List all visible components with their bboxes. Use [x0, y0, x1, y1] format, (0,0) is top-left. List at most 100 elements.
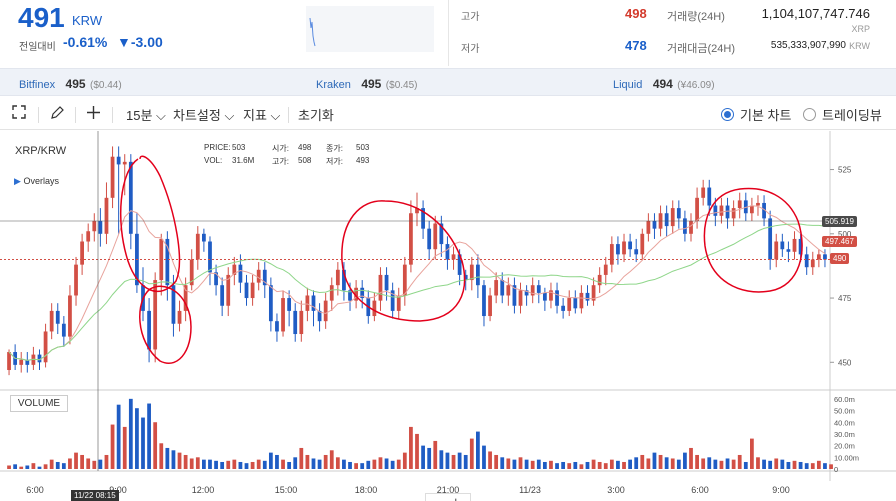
- candle-body: [573, 298, 578, 309]
- volume-bar: [585, 461, 590, 469]
- candle-body: [603, 264, 608, 275]
- volume-bar: [488, 451, 492, 469]
- volume-bar: [287, 461, 292, 469]
- candle-body: [670, 208, 675, 227]
- candle-body: [506, 285, 511, 296]
- volume-bar: [683, 452, 687, 469]
- volume-bar: [536, 459, 541, 469]
- candle-body: [500, 280, 505, 296]
- volume-bar: [244, 463, 249, 469]
- high-info-label: 고가:: [272, 157, 289, 166]
- close-info-label: 종가:: [326, 144, 343, 153]
- volume-bar: [628, 459, 632, 469]
- fullscreen-icon[interactable]: [12, 105, 26, 122]
- volume-bar: [500, 457, 505, 469]
- volume-bar: [743, 461, 748, 469]
- ma-price-badge: 497.467: [822, 236, 857, 247]
- volume-bar: [19, 466, 24, 469]
- candle-body: [762, 202, 766, 219]
- candle-body: [262, 269, 267, 286]
- candle-body: [256, 269, 261, 283]
- amount-value: 535,333,907,990: [770, 40, 846, 51]
- volume-bar: [603, 463, 608, 469]
- candle-body: [421, 208, 425, 229]
- volume-bar: [689, 447, 693, 469]
- candle-body: [579, 292, 584, 309]
- volume-bar: [482, 445, 486, 469]
- volume-bar: [31, 463, 36, 469]
- candle-body: [281, 298, 285, 332]
- crosshair-icon[interactable]: [86, 105, 101, 123]
- candle-body: [689, 220, 693, 234]
- exchange-price-bar: Bitfinex 495 ($0.44) Kraken 495 ($0.45) …: [0, 68, 896, 96]
- candle-body: [287, 298, 292, 311]
- candle-body: [737, 200, 742, 209]
- tradingview-radio[interactable]: [803, 108, 816, 121]
- candle-body: [804, 254, 809, 268]
- chart-settings-dropdown[interactable]: 차트설정 ⌵: [173, 105, 234, 124]
- volume-bar: [128, 398, 133, 469]
- volume-bar: [366, 460, 371, 469]
- volume-bar: [378, 457, 383, 469]
- reset-button[interactable]: 초기화: [298, 108, 334, 123]
- candle-body: [409, 213, 413, 265]
- candle-body: [311, 295, 316, 311]
- exchange-bitfinex[interactable]: Bitfinex 495 ($0.44): [19, 75, 122, 93]
- volume-tick-label: 10.00m: [834, 453, 859, 462]
- pencil-icon[interactable]: [50, 105, 65, 123]
- exchange-kraken[interactable]: Kraken 495 ($0.45): [316, 75, 417, 93]
- candle-body: [329, 285, 334, 301]
- zoom-out-button[interactable]: −: [432, 494, 440, 501]
- candle-body: [427, 228, 432, 250]
- candle-body: [567, 298, 572, 311]
- volume-toggle[interactable]: VOLUME: [10, 395, 68, 412]
- candle-body: [652, 220, 657, 229]
- basic-chart-radio[interactable]: [721, 108, 734, 121]
- candle-body: [360, 287, 365, 299]
- candle-body: [524, 290, 529, 296]
- volume-bar: [713, 459, 718, 469]
- volume-bar: [421, 445, 425, 469]
- candle-body: [646, 220, 651, 234]
- price-tick-label: 525: [838, 166, 852, 175]
- exchange-jpy: (¥46.09): [677, 80, 715, 91]
- volume-bar: [43, 464, 48, 469]
- price-tick-label: 450: [838, 358, 852, 367]
- candle-body: [323, 300, 328, 322]
- open-info-value: 498: [298, 143, 312, 152]
- volume-bar: [183, 454, 188, 469]
- candle-body: [317, 310, 322, 322]
- candle-body: [354, 287, 358, 301]
- volume-bar: [396, 459, 401, 469]
- candle-body: [536, 285, 541, 293]
- volume-bar: [49, 459, 54, 469]
- candle-body: [116, 156, 121, 165]
- basic-chart-label[interactable]: 기본 차트: [740, 108, 792, 123]
- indicators-dropdown[interactable]: 지표 ⌵: [243, 105, 280, 124]
- candle-body: [591, 285, 596, 301]
- candle-body: [396, 295, 401, 311]
- ma-slow-line: [8, 223, 826, 361]
- interval-dropdown[interactable]: 15분 ⌵: [126, 105, 166, 124]
- volume-bar: [476, 431, 480, 469]
- candlestick-chart[interactable]: 450 475 500 525 60.0m 50.0m 40.0m 30.0m 20.0m 10.…: [0, 131, 896, 501]
- volume-bar: [494, 454, 499, 469]
- volume-bar: [409, 426, 413, 469]
- zoom-in-button[interactable]: +: [452, 494, 460, 501]
- time-tick-label: 21:00: [437, 485, 460, 495]
- annotation-circle: [341, 200, 466, 322]
- volume-bar: [609, 459, 614, 469]
- volume-tick-label: 0: [834, 465, 838, 474]
- tradingview-label[interactable]: 트레이딩뷰: [822, 108, 882, 123]
- exchange-name: Bitfinex: [19, 79, 56, 91]
- candle-body: [384, 274, 389, 291]
- price-chart[interactable]: 450 475 500 525 60.0m 50.0m 40.0m 30.0m 20.0m 10.…: [0, 131, 896, 501]
- candle-body: [98, 220, 103, 234]
- volume-bar: [823, 463, 827, 469]
- crosshair-time-badge: 11/22 08:15: [71, 490, 119, 501]
- exchange-liquid[interactable]: Liquid 494 (¥46.09): [613, 75, 715, 93]
- time-tick-label: 9:00: [772, 485, 790, 495]
- change-amount: ▼-3.00: [117, 34, 163, 50]
- overlays-toggle[interactable]: ▶ Overlays: [14, 176, 59, 187]
- volume-tick-label: 20.0m: [834, 442, 855, 451]
